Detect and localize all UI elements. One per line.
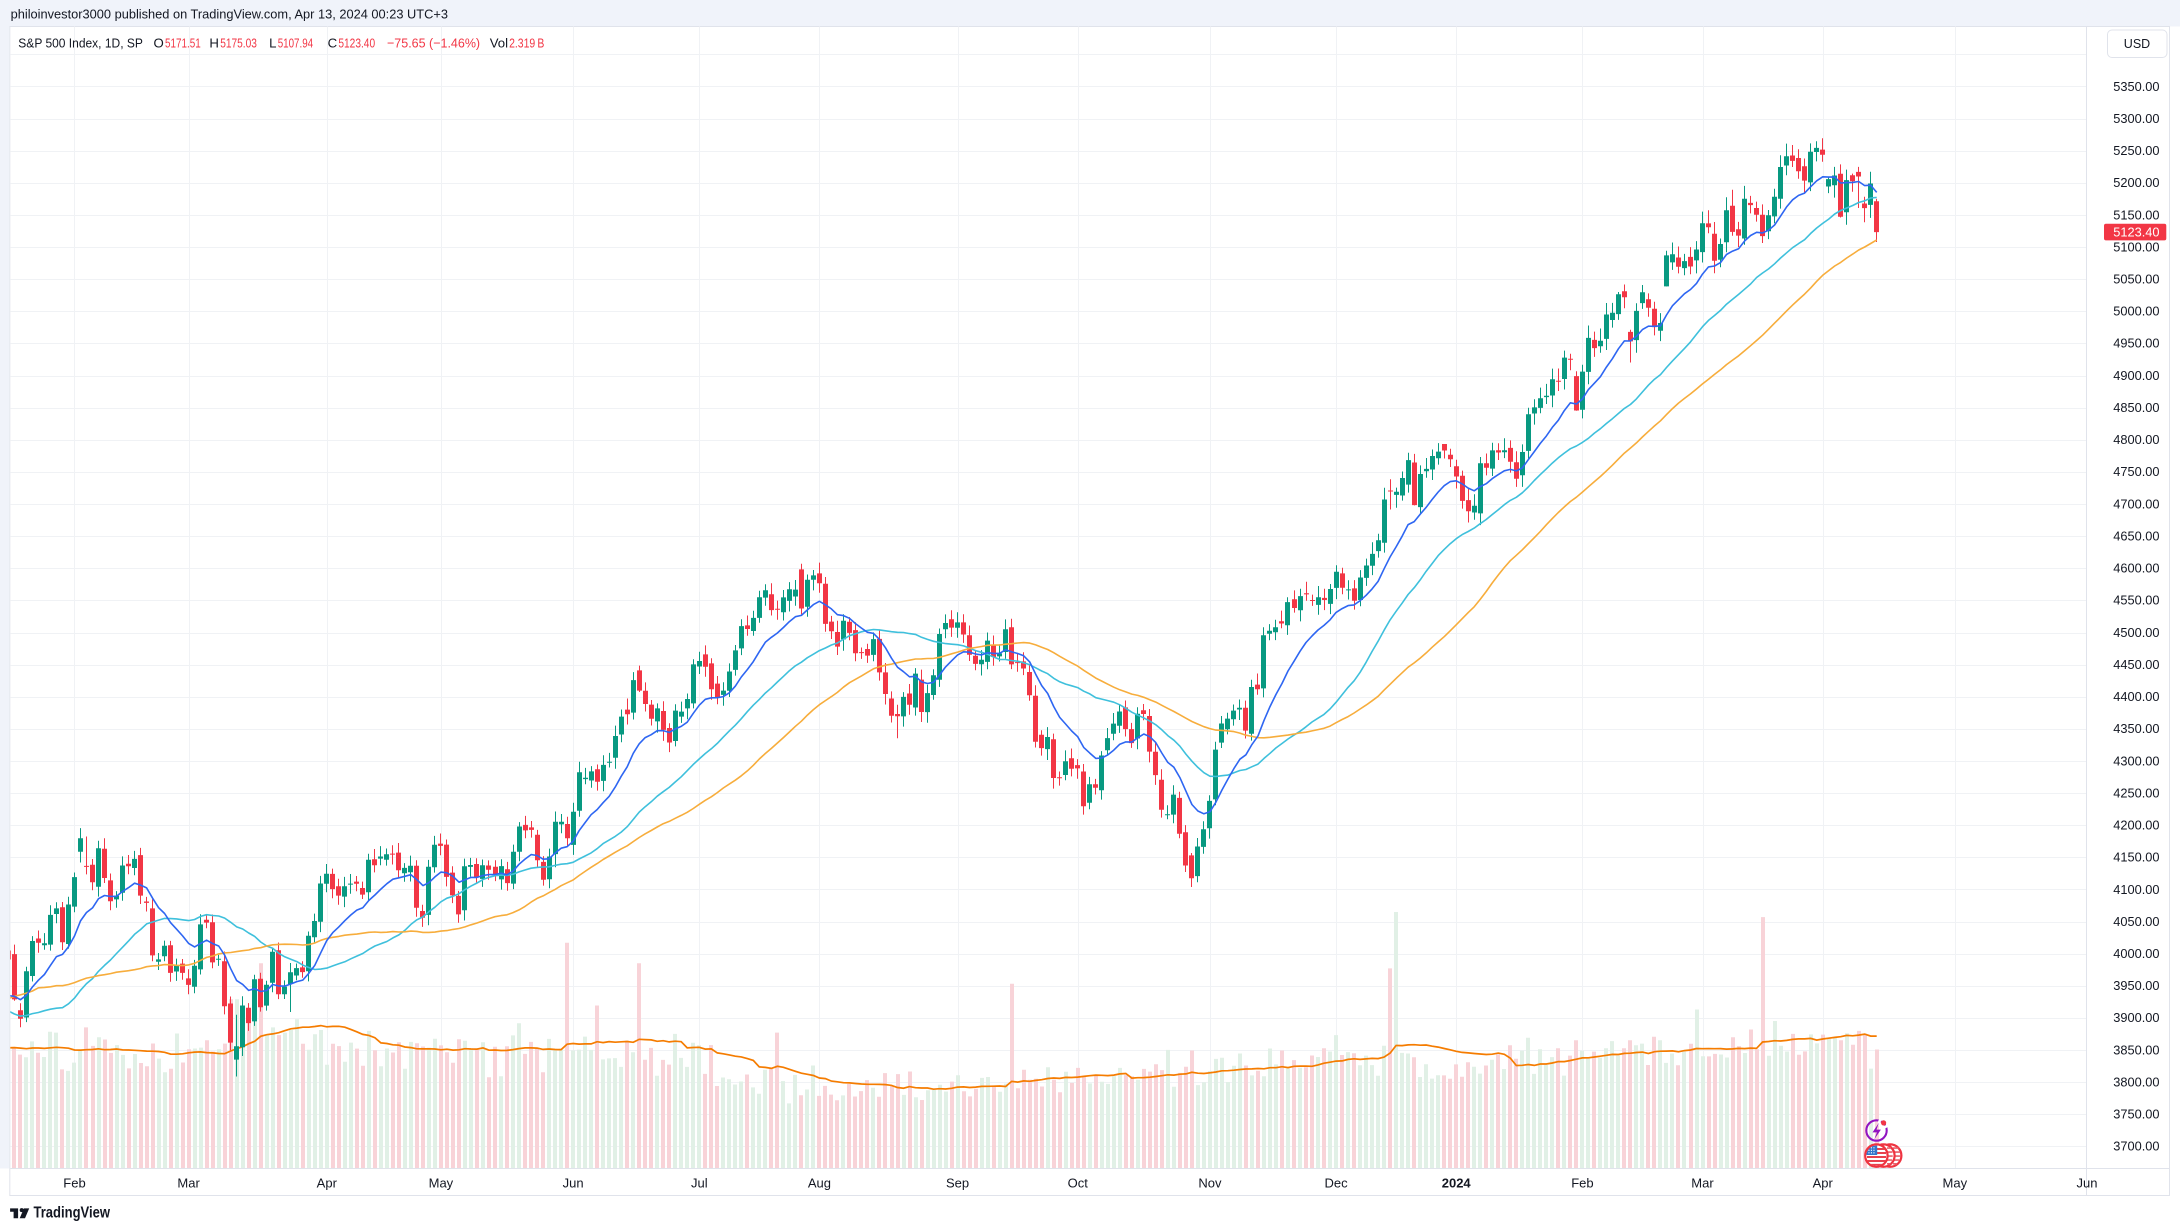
svg-text:Vol: Vol <box>490 35 508 50</box>
svg-text:TradingView: TradingView <box>34 1204 111 1221</box>
svg-text:4750.00: 4750.00 <box>2113 464 2159 479</box>
svg-text:5100.00: 5100.00 <box>2113 239 2159 254</box>
svg-text:2024: 2024 <box>1442 1176 1472 1191</box>
svg-text:4900.00: 4900.00 <box>2113 368 2159 383</box>
svg-text:Feb: Feb <box>63 1176 85 1191</box>
svg-text:Mar: Mar <box>177 1176 200 1191</box>
svg-text:4700.00: 4700.00 <box>2113 496 2159 511</box>
svg-text:Apr: Apr <box>1813 1176 1834 1191</box>
svg-text:L: L <box>269 35 276 50</box>
svg-text:Nov: Nov <box>1198 1176 1222 1191</box>
svg-text:C: C <box>328 35 338 50</box>
svg-text:Apr: Apr <box>317 1176 338 1191</box>
svg-text:H: H <box>209 35 219 50</box>
svg-text:Oct: Oct <box>1068 1176 1089 1191</box>
svg-text:4550.00: 4550.00 <box>2113 593 2159 608</box>
svg-text:Jul: Jul <box>691 1176 708 1191</box>
svg-text:4950.00: 4950.00 <box>2113 336 2159 351</box>
svg-text:2.319 B: 2.319 B <box>509 35 544 50</box>
svg-text:Feb: Feb <box>1571 1176 1593 1191</box>
svg-text:5300.00: 5300.00 <box>2113 111 2159 126</box>
svg-text:3800.00: 3800.00 <box>2113 1075 2159 1090</box>
svg-text:5171.51: 5171.51 <box>165 35 201 50</box>
svg-text:4650.00: 4650.00 <box>2113 529 2159 544</box>
svg-text:4600.00: 4600.00 <box>2113 561 2159 576</box>
svg-text:3850.00: 3850.00 <box>2113 1042 2159 1057</box>
svg-text:−75.65 (−1.46%): −75.65 (−1.46%) <box>387 35 480 50</box>
svg-text:Jun: Jun <box>563 1176 584 1191</box>
svg-text:5250.00: 5250.00 <box>2113 143 2159 158</box>
svg-text:O: O <box>154 35 164 50</box>
svg-text:Dec: Dec <box>1325 1176 1349 1191</box>
svg-text:3950.00: 3950.00 <box>2113 978 2159 993</box>
svg-text:3700.00: 3700.00 <box>2113 1139 2159 1154</box>
svg-text:May: May <box>429 1176 454 1191</box>
svg-text:May: May <box>1943 1176 1968 1191</box>
svg-text:Aug: Aug <box>808 1176 831 1191</box>
svg-text:4450.00: 4450.00 <box>2113 657 2159 672</box>
svg-text:5200.00: 5200.00 <box>2113 175 2159 190</box>
svg-text:4500.00: 4500.00 <box>2113 625 2159 640</box>
svg-text:3750.00: 3750.00 <box>2113 1107 2159 1122</box>
svg-text:4000.00: 4000.00 <box>2113 946 2159 961</box>
svg-text:4200.00: 4200.00 <box>2113 818 2159 833</box>
svg-text:4800.00: 4800.00 <box>2113 432 2159 447</box>
svg-text:3900.00: 3900.00 <box>2113 1010 2159 1025</box>
svg-text:5107.94: 5107.94 <box>278 35 313 50</box>
svg-text:philoinvestor3000 published on: philoinvestor3000 published on TradingVi… <box>11 7 448 21</box>
svg-text:4050.00: 4050.00 <box>2113 914 2159 929</box>
svg-text:4350.00: 4350.00 <box>2113 721 2159 736</box>
svg-text:5350.00: 5350.00 <box>2113 79 2159 94</box>
svg-text:5000.00: 5000.00 <box>2113 304 2159 319</box>
svg-text:Mar: Mar <box>1691 1176 1714 1191</box>
svg-text:5150.00: 5150.00 <box>2113 207 2159 222</box>
svg-text:4300.00: 4300.00 <box>2113 753 2159 768</box>
svg-text:5123.40: 5123.40 <box>2113 224 2159 239</box>
svg-text:5123.40: 5123.40 <box>338 35 375 50</box>
svg-text:5050.00: 5050.00 <box>2113 272 2159 287</box>
svg-text:4400.00: 4400.00 <box>2113 689 2159 704</box>
svg-text:Jun: Jun <box>2077 1176 2098 1191</box>
svg-text:USD: USD <box>2124 37 2150 51</box>
svg-text:4150.00: 4150.00 <box>2113 850 2159 865</box>
svg-text:4250.00: 4250.00 <box>2113 785 2159 800</box>
svg-text:4100.00: 4100.00 <box>2113 882 2159 897</box>
svg-text:Sep: Sep <box>946 1176 969 1191</box>
svg-text:S&P 500 Index, 1D, SP: S&P 500 Index, 1D, SP <box>18 35 143 50</box>
svg-text:4850.00: 4850.00 <box>2113 400 2159 415</box>
svg-text:5175.03: 5175.03 <box>220 35 257 50</box>
